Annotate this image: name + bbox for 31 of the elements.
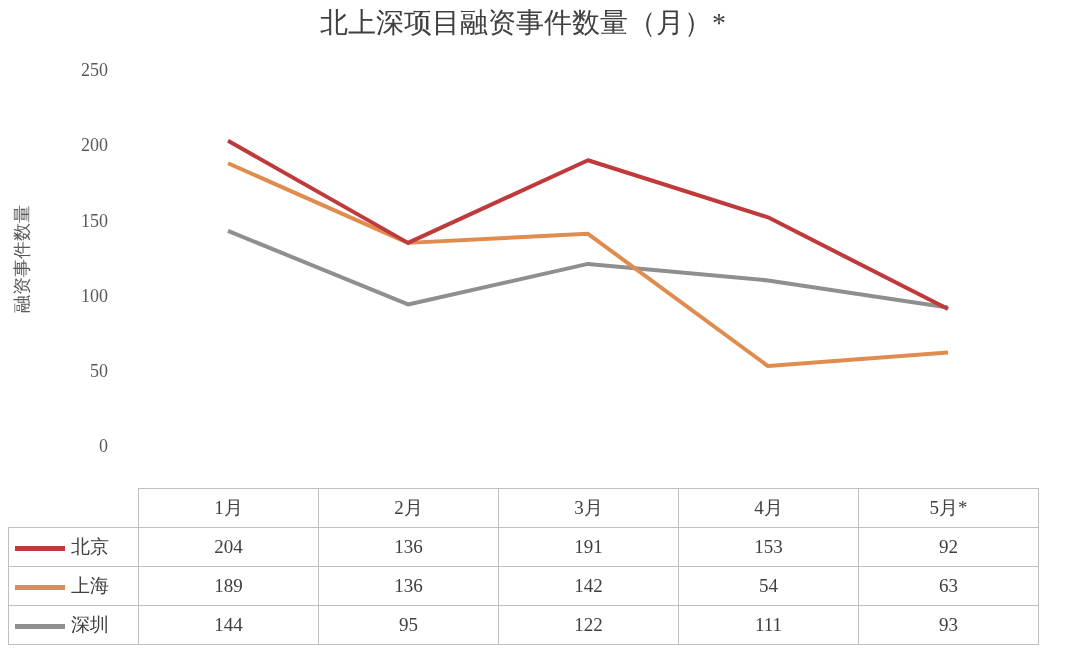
y-tick-label: 0: [99, 435, 108, 456]
y-tick-label: 250: [81, 60, 108, 81]
x-tick-label: 2月: [318, 488, 499, 528]
x-tick-label: 3月: [498, 488, 679, 528]
data-label: 191: [498, 527, 679, 567]
chart-title: 北上深项目融资事件数量（月）*: [320, 7, 726, 39]
legend-label: 北京: [71, 536, 109, 557]
data-label: 136: [318, 527, 499, 567]
data-label: 95: [318, 605, 499, 645]
x-tick-label: 4月: [678, 488, 859, 528]
data-label: 142: [498, 566, 679, 606]
y-tick-label: 100: [81, 285, 108, 306]
data-label: 144: [138, 605, 319, 645]
x-tick-label: 1月: [138, 488, 319, 528]
data-label: 204: [138, 527, 319, 567]
y-tick-label: 150: [81, 210, 108, 231]
data-label: 122: [498, 605, 679, 645]
data-label: 93: [858, 605, 1039, 645]
data-label: 63: [858, 566, 1039, 606]
data-label: 92: [858, 527, 1039, 567]
y-tick-label: 50: [90, 360, 108, 381]
data-label: 153: [678, 527, 859, 567]
y-axis-title: 融资事件数量: [11, 205, 32, 314]
data-label: 54: [678, 566, 859, 606]
data-label: 136: [318, 566, 499, 606]
legend-label: 上海: [71, 575, 109, 596]
data-label: 111: [678, 605, 859, 645]
x-tick-label: 5月*: [858, 488, 1039, 528]
data-label: 189: [138, 566, 319, 606]
legend-label: 深圳: [71, 614, 109, 635]
y-tick-label: 200: [81, 135, 108, 156]
